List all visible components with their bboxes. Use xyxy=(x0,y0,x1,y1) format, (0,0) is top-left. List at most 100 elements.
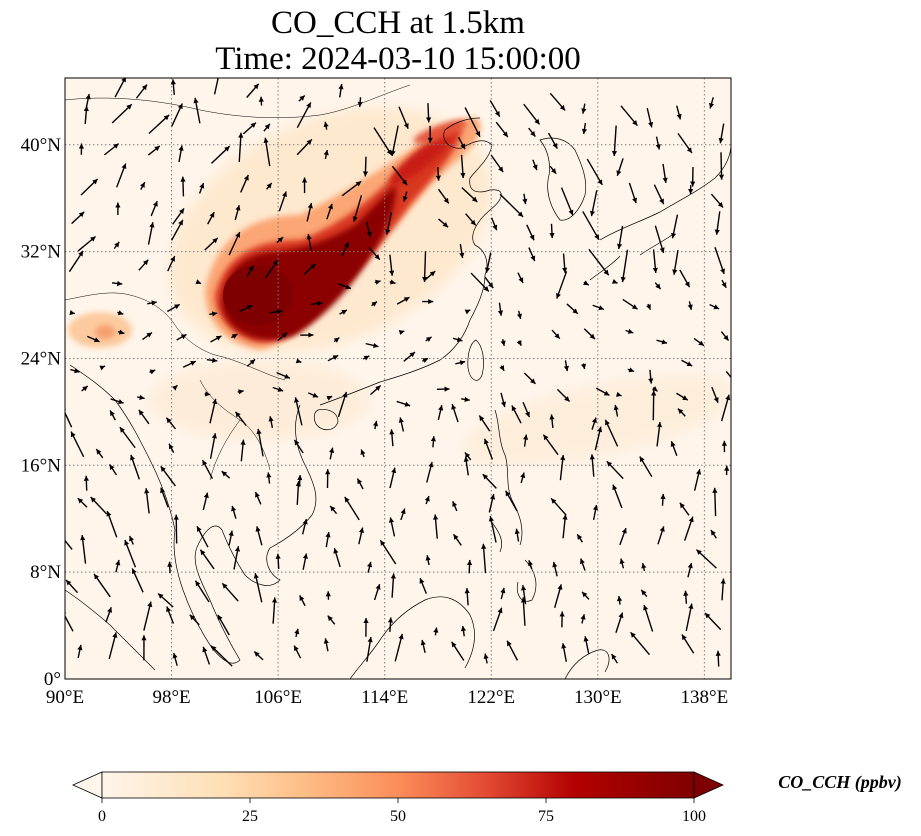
wind-arrow xyxy=(387,617,394,632)
colorbar-tick-label: 100 xyxy=(682,808,706,825)
wind-arrow xyxy=(391,165,408,186)
wind-arrow xyxy=(80,534,87,564)
wind-arrow xyxy=(419,577,427,594)
wind-arrow xyxy=(583,328,596,340)
wind-arrow xyxy=(242,122,257,135)
wind-arrow xyxy=(438,218,449,228)
map-time: Time: 2024-03-10 15:00:00 xyxy=(215,41,580,77)
wind-arrow xyxy=(720,394,731,422)
wind-arrow xyxy=(720,331,730,342)
wind-arrow xyxy=(432,514,439,539)
wind-arrow xyxy=(718,152,725,180)
wind-arrow xyxy=(295,358,302,364)
wind-arrow xyxy=(173,514,179,544)
wind-arrow xyxy=(492,607,503,632)
wind-arrow xyxy=(111,103,133,124)
wind-arrow xyxy=(549,92,566,111)
wind-arrow xyxy=(77,644,83,659)
wind-arrow xyxy=(455,360,466,366)
wind-arrow xyxy=(615,612,624,633)
wind-arrow xyxy=(389,279,396,285)
wind-arrow xyxy=(488,493,496,513)
wind-arrow xyxy=(576,533,583,543)
wind-arrow xyxy=(176,333,187,341)
wind-arrow xyxy=(484,252,492,273)
wind-arrow xyxy=(506,640,519,661)
wind-arrow xyxy=(639,456,653,478)
wind-arrow xyxy=(560,187,574,216)
wind-arrow xyxy=(592,304,605,311)
wind-arrow xyxy=(398,106,409,129)
wind-arrow xyxy=(714,211,721,235)
wind-arrow xyxy=(329,447,335,460)
wind-arrow xyxy=(555,271,568,299)
wind-arrow xyxy=(452,337,463,343)
wind-arrow xyxy=(85,93,91,109)
wind-arrow xyxy=(591,417,597,430)
wind-arrow xyxy=(683,590,689,604)
wind-arrow xyxy=(198,182,205,194)
wind-arrow xyxy=(150,200,158,217)
wind-arrow xyxy=(111,280,123,287)
wind-arrow xyxy=(193,97,201,124)
wind-arrow xyxy=(452,533,462,546)
wind-arrow xyxy=(718,123,725,144)
wind-arrow xyxy=(554,584,563,608)
wind-arrow xyxy=(373,127,393,156)
wind-arrow xyxy=(396,296,410,305)
wind-arrow xyxy=(646,303,652,311)
wind-arrow xyxy=(231,505,237,519)
wind-arrow xyxy=(323,638,329,652)
wind-arrow xyxy=(87,335,100,343)
wind-arrow xyxy=(385,212,393,235)
wind-arrow xyxy=(272,386,284,392)
wind-arrow xyxy=(333,547,341,568)
wind-arrow xyxy=(237,389,244,395)
wind-arrow xyxy=(389,467,397,489)
wind-arrow xyxy=(562,253,568,273)
wind-arrow xyxy=(616,225,624,250)
wind-arrow xyxy=(213,78,219,95)
wind-arrow xyxy=(651,390,657,421)
wind-arrow xyxy=(81,385,89,392)
wind-arrow xyxy=(579,558,586,571)
wind-arrow xyxy=(341,180,362,197)
wind-arrow xyxy=(559,454,566,481)
colorbar-extend-min xyxy=(72,771,103,799)
wind-arrow xyxy=(422,298,434,305)
lon-tick-label: 90°E xyxy=(46,687,84,708)
wind-arrow xyxy=(204,237,219,251)
wind-arrow xyxy=(470,272,490,292)
wind-arrow xyxy=(721,440,727,453)
wind-arrow xyxy=(368,247,381,261)
wind-arrow xyxy=(420,639,426,653)
wind-arrow xyxy=(514,528,520,542)
wind-arrow xyxy=(435,166,441,181)
wind-arrow xyxy=(582,211,600,241)
wind-arrow xyxy=(206,357,218,363)
latitude-labels: 0° 8°N 16°N 24°N 32°N 40°N xyxy=(21,135,62,690)
colorbar: 0 25 50 75 100 CO_CCH (ppbv) xyxy=(72,771,902,825)
wind-arrow xyxy=(172,207,185,225)
wind-arrow xyxy=(643,604,654,632)
wind-arrow xyxy=(628,182,638,204)
wind-arrow xyxy=(172,384,178,391)
wind-arrow xyxy=(326,203,333,220)
wind-arrow xyxy=(704,612,722,631)
wind-arrow xyxy=(114,78,127,98)
wind-arrow xyxy=(293,439,304,454)
wind-arrow xyxy=(398,330,405,335)
wind-arrow xyxy=(688,185,694,195)
wind-arrow xyxy=(194,580,210,603)
wind-arrow xyxy=(499,193,524,218)
wind-arrow xyxy=(337,283,352,290)
wind-arrow xyxy=(403,351,416,362)
wind-arrow xyxy=(685,603,694,631)
wind-arrow xyxy=(612,484,623,509)
wind-arrow xyxy=(551,329,561,340)
wind-arrow xyxy=(240,439,246,462)
plume-haze-pacific xyxy=(462,375,731,465)
wind-arrow xyxy=(358,527,365,545)
wind-arrow xyxy=(366,636,373,662)
map-panel xyxy=(64,77,732,680)
